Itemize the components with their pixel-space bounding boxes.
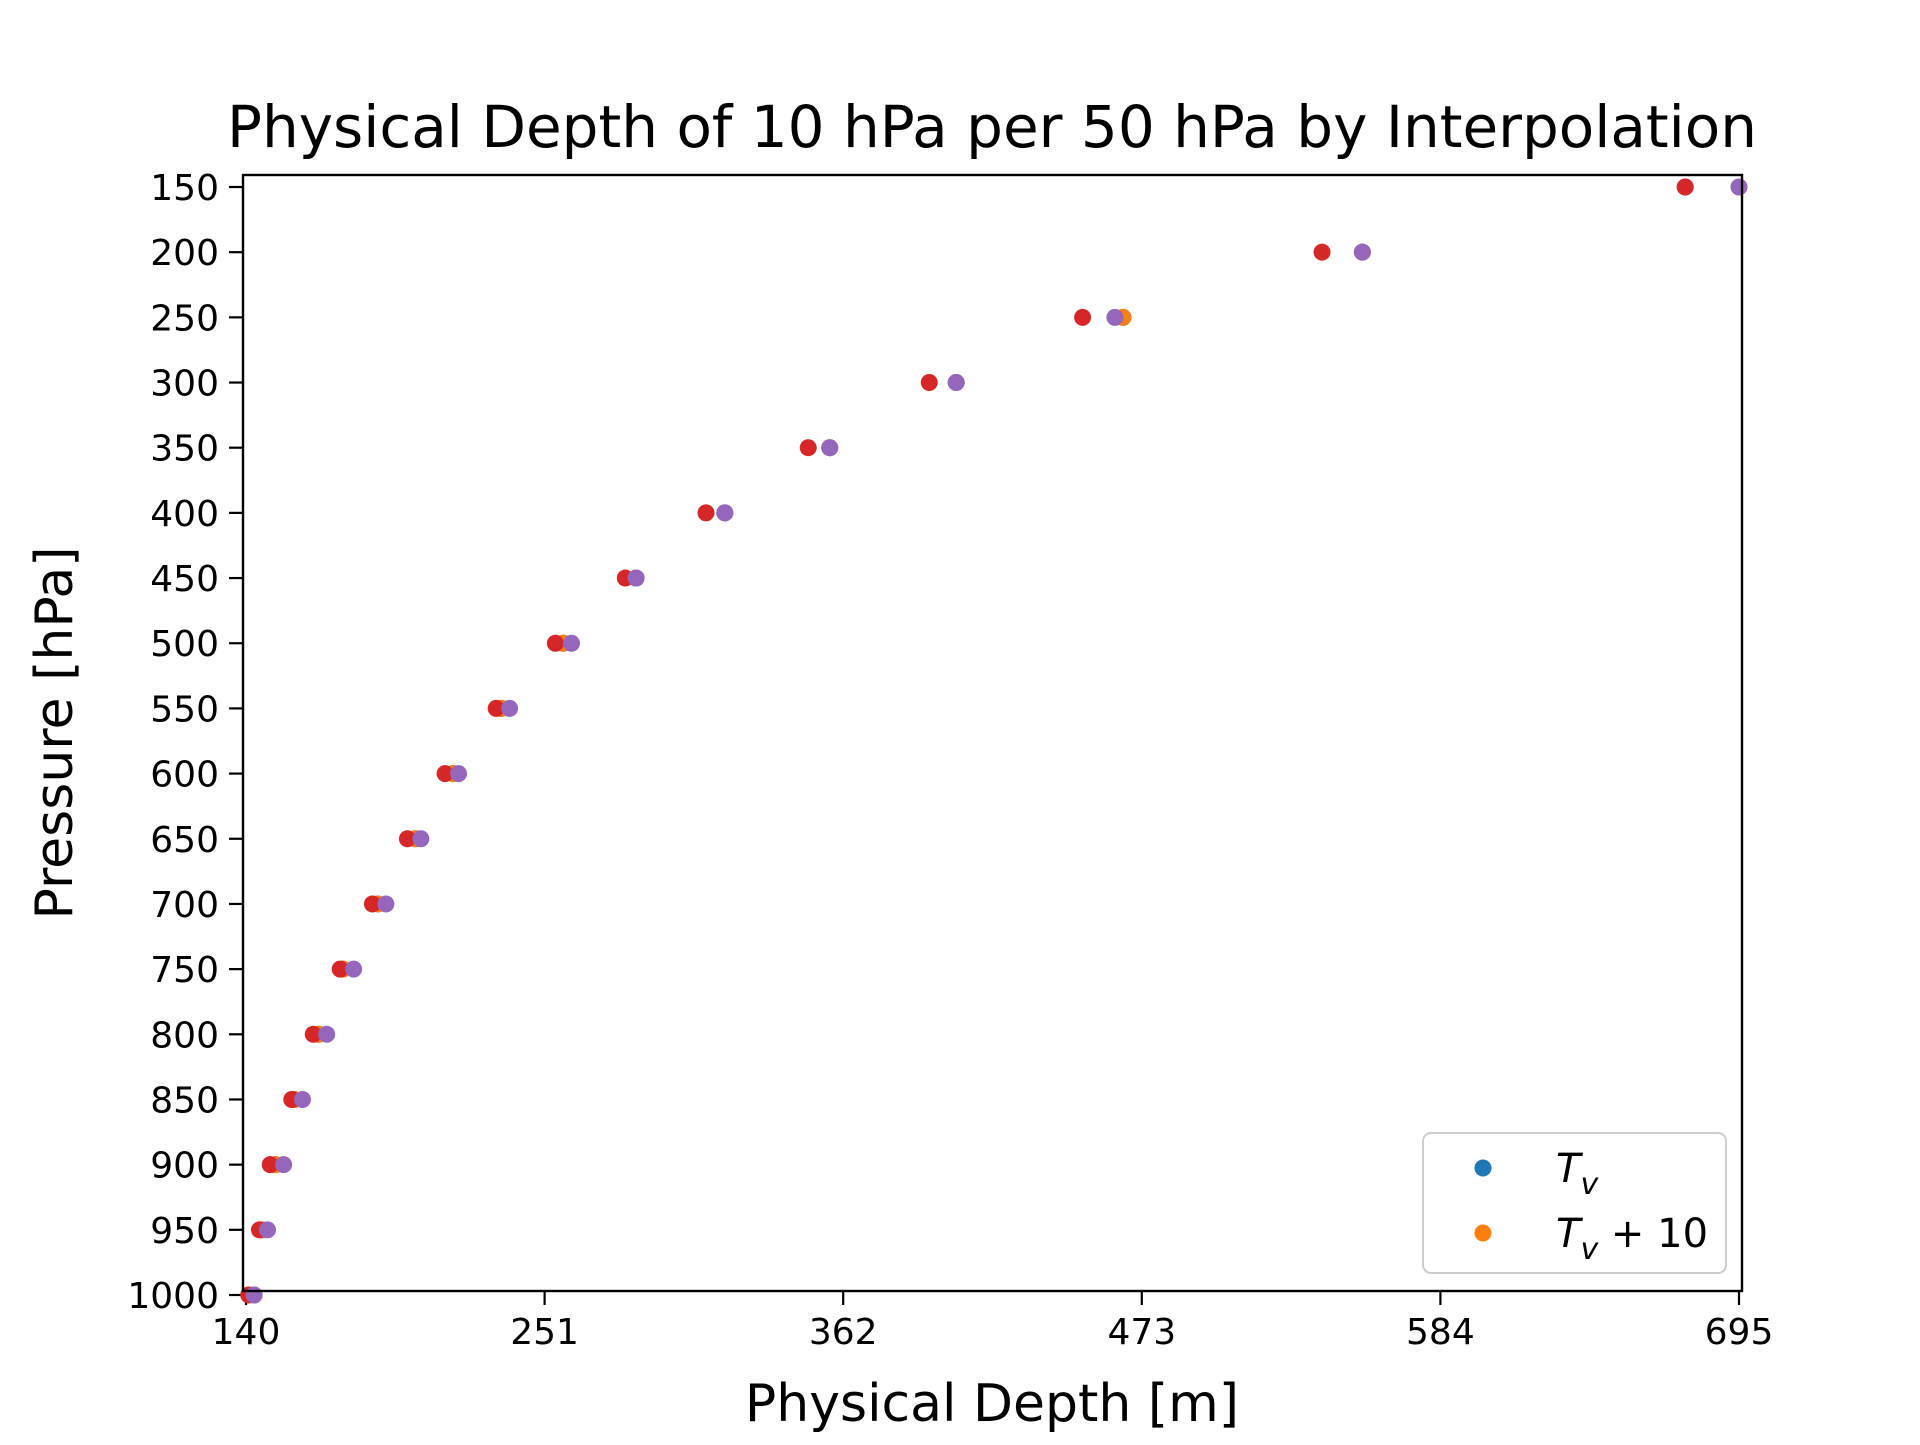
x-axis-label: Physical Depth [m] [745, 1374, 1239, 1434]
data-point [331, 960, 349, 978]
data-point [716, 504, 734, 522]
y-tick-label: 700 [150, 885, 219, 926]
legend-label-subscript: v [1580, 1167, 1599, 1202]
y-tick-label: 250 [150, 298, 219, 339]
y-tick-label: 350 [150, 429, 219, 470]
y-tick-label: 950 [150, 1211, 219, 1252]
data-point [1353, 243, 1371, 261]
y-tick-label: 800 [150, 1015, 219, 1056]
data-point [487, 699, 505, 717]
x-tick-label: 362 [809, 1312, 878, 1353]
data-point [1313, 243, 1331, 261]
data-point [1106, 308, 1124, 326]
y-tick-label: 300 [150, 364, 219, 405]
plot-frame [241, 173, 1744, 1293]
legend-marker [1474, 1224, 1492, 1242]
series-2 [240, 178, 1694, 1304]
data-point [293, 1090, 311, 1108]
legend-label-subscript: v [1580, 1232, 1599, 1267]
y-tick-label: 200 [150, 233, 219, 274]
y-tick-label: 150 [150, 168, 219, 209]
y-tick-label: 400 [150, 494, 219, 535]
data-point [799, 439, 817, 457]
points-layer [240, 178, 1748, 1304]
y-tick-label: 650 [150, 820, 219, 861]
data-point [920, 374, 938, 392]
data-point [412, 830, 430, 848]
data-point [546, 634, 564, 652]
data-point [398, 830, 416, 848]
x-tick-label: 695 [1705, 1312, 1774, 1353]
data-point [345, 960, 363, 978]
legend-box [1422, 1132, 1727, 1274]
data-point [436, 765, 454, 783]
y-tick-label: 500 [150, 624, 219, 665]
data-point [377, 895, 395, 913]
data-point [821, 439, 839, 457]
y-tick-label: 850 [150, 1080, 219, 1121]
y-tick-label: 900 [150, 1146, 219, 1187]
legend-label-main: T [1556, 1211, 1584, 1257]
y-axis-label: Pressure [hPa] [25, 547, 85, 920]
data-point [304, 1025, 322, 1043]
ticks-layer: 140 251 362 473 584 695 150 200 250 300 350 400 450 5… [127, 168, 1773, 1353]
y-tick-label: 600 [150, 755, 219, 796]
chart-title: Physical Depth of 10 hPa per 50 hPa by I… [227, 93, 1757, 161]
legend-label: Tv [1556, 1146, 1599, 1202]
x-tick-label: 140 [212, 1312, 281, 1353]
data-point [245, 1286, 263, 1304]
data-point [697, 504, 715, 522]
legend-label-suffix: + 10 [1598, 1211, 1708, 1257]
x-tick-label: 473 [1107, 1312, 1176, 1353]
data-point [563, 634, 581, 652]
data-point [318, 1025, 336, 1043]
x-tick-label: 584 [1406, 1312, 1475, 1353]
data-point [261, 1156, 279, 1174]
y-tick-label: 550 [150, 689, 219, 730]
legend-label: Tv + 10 [1556, 1211, 1708, 1267]
data-point [1074, 308, 1092, 326]
legend-marker [1474, 1159, 1492, 1177]
x-tick-label: 251 [510, 1312, 579, 1353]
data-point [501, 699, 519, 717]
data-point [627, 569, 645, 587]
data-point [1676, 178, 1694, 196]
data-point [1730, 178, 1748, 196]
data-point [363, 895, 381, 913]
data-point [947, 374, 965, 392]
legend-label-main: T [1556, 1146, 1584, 1192]
y-tick-label: 450 [150, 559, 219, 600]
y-tick-label: 750 [150, 950, 219, 991]
data-point [275, 1156, 293, 1174]
data-point [450, 765, 468, 783]
y-tick-label: 1000 [127, 1276, 219, 1317]
data-point [259, 1221, 277, 1239]
